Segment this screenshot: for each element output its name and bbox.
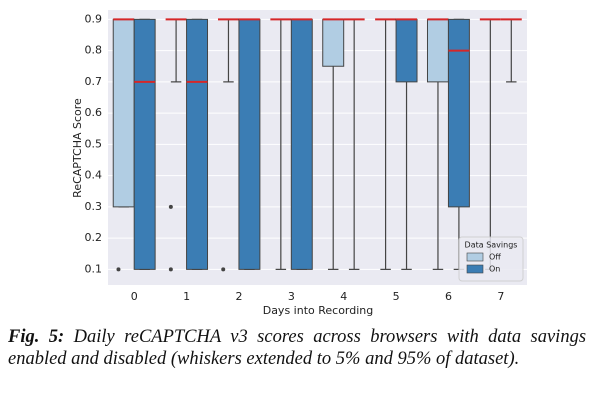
x-tick-label: 5 — [393, 290, 400, 303]
x-tick-label: 0 — [131, 290, 138, 303]
y-axis-label: ReCAPTCHA Score — [71, 98, 84, 198]
x-tick-label: 1 — [183, 290, 190, 303]
box — [447, 18, 470, 208]
box — [395, 18, 418, 83]
box — [186, 18, 209, 270]
y-tick-label: 0.8 — [85, 44, 103, 57]
x-tick-label: 4 — [340, 290, 347, 303]
legend-label: Off — [489, 253, 501, 262]
caption: Fig. 5: Daily reCAPTCHA v3 scores across… — [8, 326, 586, 370]
y-tick-label: 0.6 — [85, 106, 103, 119]
box — [133, 18, 156, 270]
caption-label: Fig. 5: — [8, 327, 65, 347]
x-tick-label: 7 — [497, 290, 504, 303]
legend-swatch — [466, 264, 484, 274]
caption-text: Daily reCAPTCHA v3 scores across browser… — [8, 327, 587, 369]
y-tick-label: 0.5 — [85, 137, 103, 150]
chart: Days into Recording ReCAPTCHA Score 0.1 0… — [71, 10, 527, 317]
y-tick-label: 0.1 — [85, 262, 103, 275]
y-tick-label: 0.3 — [85, 200, 103, 213]
outlier — [168, 267, 173, 272]
box — [322, 18, 345, 67]
x-tick-label: 2 — [235, 290, 242, 303]
box — [290, 18, 313, 270]
box — [238, 18, 261, 270]
y-tick-label: 0.2 — [85, 231, 103, 244]
legend-title: Data Savings — [465, 241, 518, 250]
x-tick-label: 3 — [288, 290, 295, 303]
x-axis-label: Days into Recording — [263, 304, 374, 317]
x-tick-label: 6 — [445, 290, 452, 303]
outlier — [116, 267, 121, 272]
legend-label: On — [489, 265, 500, 274]
box — [112, 18, 135, 208]
box — [426, 18, 449, 83]
legend-swatch — [466, 252, 484, 262]
y-tick-label: 0.9 — [85, 12, 103, 25]
y-tick-label: 0.4 — [85, 169, 103, 182]
outlier — [168, 204, 173, 209]
outlier — [221, 267, 226, 272]
y-tick-label: 0.7 — [85, 75, 103, 88]
